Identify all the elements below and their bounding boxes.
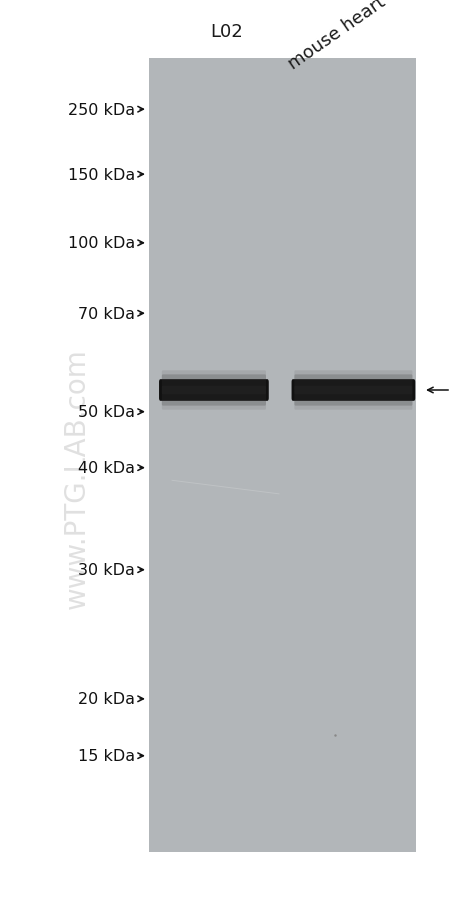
Text: 50 kDa: 50 kDa xyxy=(78,405,135,419)
Text: 100 kDa: 100 kDa xyxy=(67,236,135,251)
FancyBboxPatch shape xyxy=(162,371,266,391)
FancyBboxPatch shape xyxy=(162,375,266,395)
Text: 30 kDa: 30 kDa xyxy=(78,563,135,577)
Text: 40 kDa: 40 kDa xyxy=(78,461,135,475)
Text: 150 kDa: 150 kDa xyxy=(67,168,135,182)
FancyBboxPatch shape xyxy=(162,386,266,406)
FancyBboxPatch shape xyxy=(159,380,269,401)
FancyBboxPatch shape xyxy=(294,375,412,395)
Text: 20 kDa: 20 kDa xyxy=(78,692,135,706)
Text: L02: L02 xyxy=(210,23,243,41)
Text: 250 kDa: 250 kDa xyxy=(68,103,135,117)
FancyBboxPatch shape xyxy=(294,391,412,410)
Text: mouse heart: mouse heart xyxy=(285,0,389,73)
Text: www.PTG.LAB.com: www.PTG.LAB.com xyxy=(63,348,91,608)
FancyBboxPatch shape xyxy=(162,391,266,410)
FancyBboxPatch shape xyxy=(294,371,412,391)
Bar xyxy=(149,59,416,852)
Text: 15 kDa: 15 kDa xyxy=(78,749,135,763)
FancyBboxPatch shape xyxy=(294,386,412,406)
Text: 70 kDa: 70 kDa xyxy=(78,307,135,321)
FancyBboxPatch shape xyxy=(292,380,415,401)
